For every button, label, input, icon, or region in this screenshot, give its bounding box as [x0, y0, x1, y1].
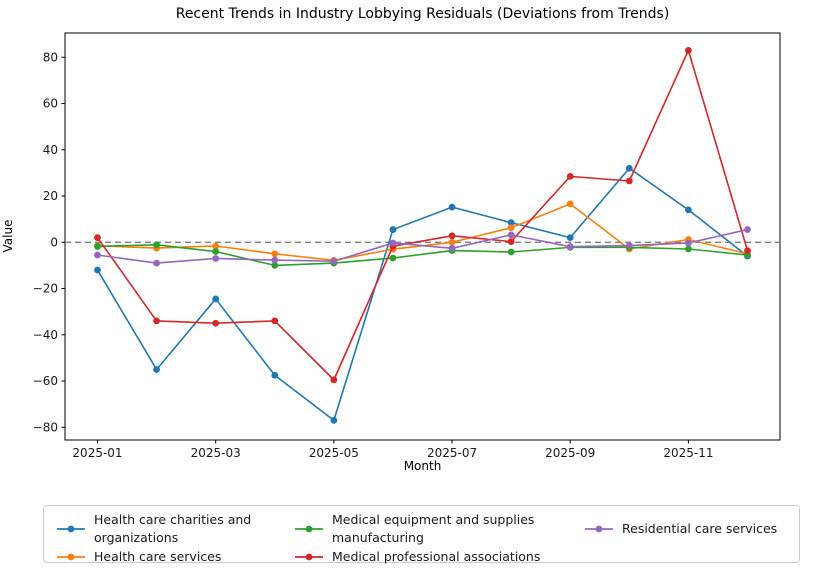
legend-item-label: Medical equipment and supplies manufactur…: [332, 512, 535, 545]
data-point-marker: [212, 242, 220, 250]
y-tick-label: 80: [43, 50, 58, 64]
plot-area: [64, 32, 781, 441]
x-axis-ticks: 2025-01 2025-03 2025-05 2025-07 2025-09 2025-…: [72, 440, 713, 460]
x-tick-label: 2025-07: [427, 446, 477, 460]
data-point-marker: [271, 317, 279, 325]
data-point-marker: [744, 226, 751, 233]
legend-line-marker-icon: [295, 525, 323, 533]
data-point-marker: [94, 251, 101, 259]
data-point-marker: [212, 255, 220, 262]
data-point-marker: [448, 232, 456, 240]
series-line: [96, 49, 749, 381]
data-point-marker: [685, 239, 692, 247]
series-line: [96, 167, 748, 422]
data-point-marker: [271, 250, 279, 258]
x-tick-label: 2025-01: [72, 446, 122, 460]
data-point-marker: [94, 243, 101, 250]
data-point-marker: [212, 248, 220, 255]
legend-line-marker-icon: [295, 553, 323, 561]
data-point-marker: [507, 248, 515, 256]
series-line: [97, 244, 748, 267]
data-point-marker: [153, 366, 160, 373]
legend-item: Residential care services: [584, 511, 777, 546]
data-point-marker: [330, 257, 338, 265]
legend-line-marker-icon: [57, 553, 85, 561]
data-point-marker: [566, 243, 574, 251]
y-tick-label: −60: [33, 374, 58, 388]
data-point-marker: [625, 177, 633, 185]
data-point-marker: [389, 239, 397, 247]
legend-line-marker-icon: [585, 525, 613, 532]
data-point-marker: [271, 262, 279, 269]
legend: Health care charities and organizations He…: [43, 505, 800, 564]
data-point-marker: [566, 234, 574, 242]
series-3: [94, 46, 751, 384]
series-line: [97, 228, 748, 264]
data-point-marker: [448, 203, 456, 211]
legend-item-label: Medical professional associations: [332, 549, 541, 565]
data-point-marker: [271, 256, 279, 264]
legend-item: Medical equipment and supplies manufactur…: [294, 511, 540, 547]
y-tick-label: 20: [43, 189, 58, 203]
data-point-marker: [744, 247, 751, 255]
data-point-marker: [685, 245, 692, 253]
legend-item-label: Health care charities and organizations: [94, 512, 252, 545]
data-point-marker: [625, 164, 633, 172]
data-point-marker: [94, 266, 101, 274]
data-point-marker: [389, 254, 397, 262]
data-point-marker: [389, 226, 397, 233]
legend-item: Health care charities and organizations: [56, 511, 251, 547]
y-axis-ticks: −80 −60 −40 −20 0 20 40 60 80: [33, 50, 65, 434]
data-point-marker: [566, 200, 574, 208]
y-tick-label: −80: [33, 420, 58, 434]
legend-item: Medical professional associations: [294, 547, 540, 568]
data-point-marker: [507, 224, 515, 232]
x-tick-label: 2025-05: [309, 446, 359, 460]
x-axis-label: Month: [403, 459, 442, 473]
y-tick-label: 0: [50, 235, 58, 249]
data-point-marker: [507, 231, 515, 239]
data-point-marker: [566, 172, 574, 180]
data-point-marker: [153, 241, 160, 249]
legend-column: Health care charities and organizations He…: [56, 506, 251, 568]
data-point-marker: [685, 46, 692, 54]
data-point-marker: [153, 259, 160, 267]
y-tick-label: 60: [43, 97, 58, 111]
x-tick-label: 2025-03: [191, 446, 241, 460]
y-tick-label: −20: [33, 282, 58, 296]
data-point-marker: [507, 238, 515, 245]
y-axis-label: Value: [1, 219, 15, 253]
legend-line-marker-icon: [57, 525, 85, 533]
legend-item-label: Health care services: [94, 549, 222, 565]
legend-column: Residential care services: [584, 506, 777, 546]
x-tick-label: 2025-09: [545, 446, 595, 460]
data-point-marker: [625, 242, 633, 249]
data-point-marker: [153, 317, 160, 325]
data-point-marker: [94, 234, 101, 242]
x-tick-label: 2025-11: [663, 446, 713, 460]
data-point-marker: [685, 206, 692, 214]
y-tick-label: 40: [43, 143, 58, 157]
legend-column: Medical equipment and supplies manufactur…: [294, 506, 540, 568]
data-point-marker: [507, 219, 515, 227]
data-point-marker: [330, 416, 338, 424]
data-point-marker: [448, 244, 456, 252]
series-4: [94, 226, 751, 267]
data-point-marker: [212, 319, 220, 327]
chart-title: Recent Trends in Industry Lobbying Resid…: [175, 6, 670, 22]
legend-item-label: Residential care services: [622, 520, 778, 536]
data-point-marker: [330, 376, 338, 384]
legend-item: Health care services: [56, 547, 251, 568]
data-point-marker: [448, 238, 456, 246]
data-point-marker: [212, 295, 220, 303]
data-point-marker: [271, 371, 279, 379]
y-tick-label: −40: [33, 328, 58, 342]
